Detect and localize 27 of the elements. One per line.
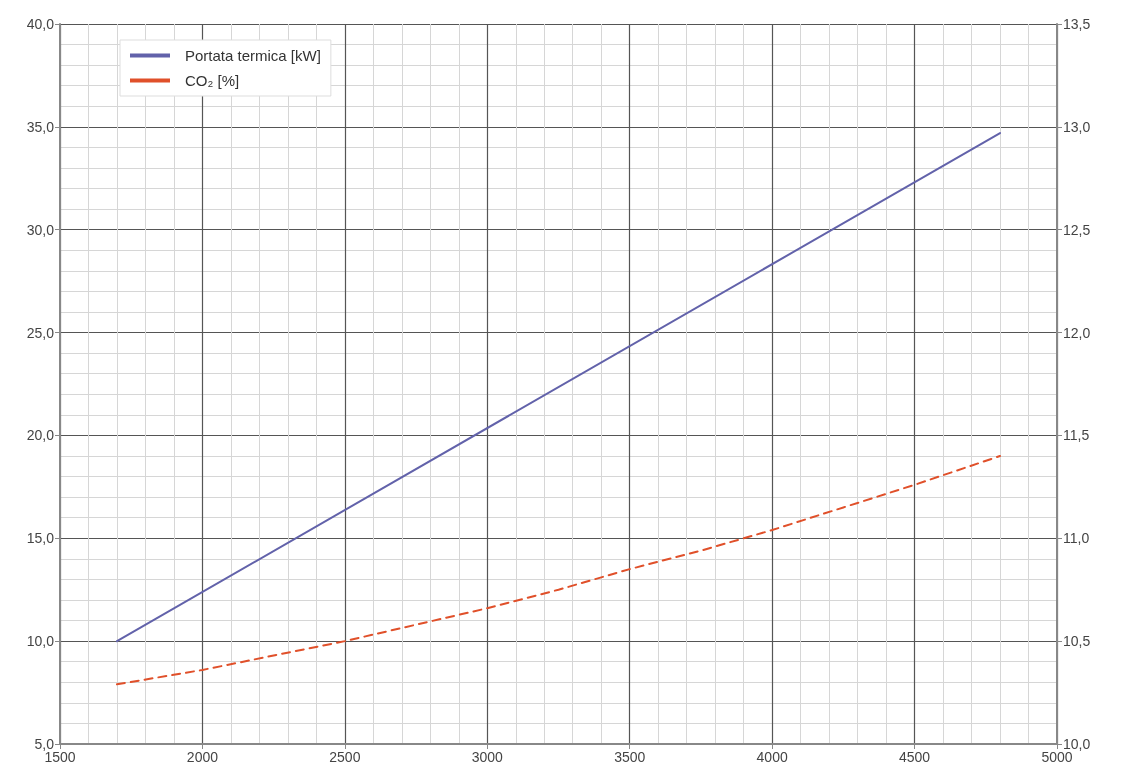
- y-tick-label: 40,0: [26, 16, 55, 32]
- y2-tick-label: 10,5: [1063, 633, 1091, 650]
- x-tick-label: 2500: [329, 749, 361, 765]
- y-tick-label: 25,0: [26, 324, 55, 341]
- y2-tick-label: 11,5: [1063, 427, 1090, 444]
- x-tick-label: 3000: [471, 749, 504, 765]
- y2-tick-label: 13,5: [1063, 16, 1091, 32]
- y2-tick-label: 11,0: [1063, 530, 1090, 547]
- x-tick-label: 4500: [898, 749, 931, 765]
- y2-tick-label: 13,0: [1063, 118, 1091, 135]
- x-tick-label: 1500: [44, 749, 76, 765]
- y-tick-label: 10,0: [26, 633, 55, 650]
- x-tick-label: 3500: [614, 749, 646, 765]
- legend-label: CO₂ [%]: [185, 72, 240, 89]
- y2-tick-label: 12,5: [1063, 221, 1091, 238]
- y-tick-label: 5,0: [34, 736, 55, 752]
- y-tick-label: 20,0: [26, 427, 55, 444]
- legend-label: Portata termica [kW]: [185, 47, 321, 64]
- x-tick-label: 4000: [756, 749, 788, 765]
- y2-tick-label: 12,0: [1063, 324, 1091, 341]
- y-tick-label: 15,0: [26, 530, 55, 547]
- line-series: [115, 455, 1002, 686]
- y2-tick-label: 10,0: [1063, 736, 1091, 752]
- x-tick-label: 2000: [186, 749, 219, 765]
- x-tick-label: 5000: [1041, 749, 1073, 765]
- y-tick-label: 30,0: [26, 221, 55, 238]
- y-tick-label: 35,0: [26, 118, 55, 135]
